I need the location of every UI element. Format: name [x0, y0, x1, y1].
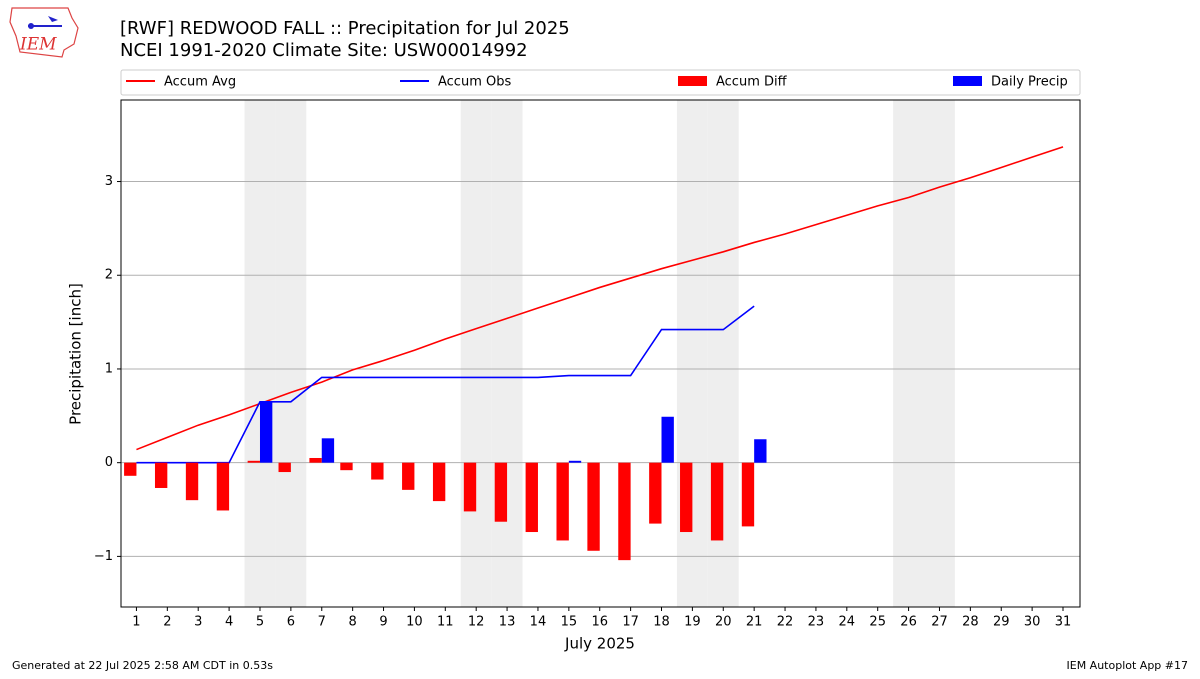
series-line — [136, 146, 1064, 451]
diff-bar — [680, 462, 693, 533]
y-axis-label: Precipitation [inch] — [67, 283, 85, 425]
diff-bar — [154, 462, 168, 488]
legend-label: Accum Diff — [716, 75, 788, 90]
diff-bar — [556, 462, 569, 541]
x-tick-label: 11 — [437, 615, 454, 630]
diff-bar — [587, 462, 600, 551]
weekend-shade — [491, 100, 523, 607]
x-tick-label: 28 — [962, 615, 979, 630]
x-tick-label: 10 — [406, 615, 423, 630]
precip-bar — [259, 401, 273, 463]
footer-right: IEM Autoplot App #17 — [1067, 659, 1189, 672]
x-tick-label: 22 — [777, 615, 794, 630]
x-tick-label: 24 — [839, 615, 856, 630]
precip-bar — [568, 460, 582, 463]
x-tick-label: 7 — [318, 615, 326, 630]
y-tick-label: 2 — [105, 268, 113, 283]
diff-bar — [402, 462, 415, 490]
x-tick-label: 18 — [653, 615, 670, 630]
legend-label: Accum Obs — [438, 75, 511, 90]
diff-bar — [649, 462, 662, 524]
series-line — [136, 305, 755, 464]
diff-bar — [710, 462, 724, 541]
x-tick-label: 12 — [468, 615, 485, 630]
legend-box — [120, 69, 1081, 96]
footer-left: Generated at 22 Jul 2025 2:58 AM CDT in … — [12, 659, 273, 672]
x-tick-label: 13 — [499, 615, 516, 630]
diff-bar — [247, 460, 260, 463]
legend-swatch — [678, 76, 707, 86]
weekend-shade — [924, 100, 955, 607]
precip-bar — [754, 439, 767, 463]
logo-icon — [28, 23, 34, 29]
diff-bar — [340, 462, 353, 471]
diff-bar — [278, 462, 291, 473]
x-tick-label: 27 — [931, 615, 948, 630]
y-tick-label: 3 — [105, 174, 113, 189]
x-tick-label: 4 — [225, 615, 233, 630]
precip-bar — [661, 416, 674, 463]
x-tick-label: 23 — [808, 615, 825, 630]
x-tick-label: 2 — [163, 615, 171, 630]
diff-bar — [216, 462, 230, 511]
diff-bar — [185, 462, 199, 501]
logo: IEM — [9, 7, 79, 58]
x-tick-label: 20 — [715, 615, 732, 630]
x-tick-label: 8 — [349, 615, 357, 630]
x-tick-label: 25 — [869, 615, 886, 630]
logo-text: IEM — [19, 35, 57, 55]
x-tick-label: 21 — [746, 615, 763, 630]
x-tick-label: 19 — [684, 615, 701, 630]
y-tick-label: 1 — [105, 361, 113, 376]
x-axis-label: July 2025 — [564, 635, 635, 653]
logo-outline — [9, 7, 79, 58]
y-tick-label: −1 — [94, 549, 113, 564]
weekend-shade — [275, 100, 307, 607]
x-tick-label: 3 — [194, 615, 202, 630]
precip-bar — [321, 438, 335, 463]
x-tick-label: 9 — [379, 615, 387, 630]
x-tick-label: 6 — [287, 615, 295, 630]
diff-bar — [309, 457, 322, 463]
x-tick-label: 30 — [1024, 615, 1041, 630]
x-tick-label: 1 — [132, 615, 140, 630]
legend-label: Accum Avg — [164, 75, 236, 90]
diff-bar — [618, 462, 631, 561]
logo-icon — [48, 16, 58, 22]
diff-bar — [525, 462, 538, 533]
diff-bar — [463, 462, 477, 512]
diff-bar — [432, 462, 446, 502]
y-tick-label: 0 — [105, 455, 113, 470]
x-tick-label: 16 — [591, 615, 608, 630]
diff-bar — [741, 462, 755, 527]
x-tick-label: 14 — [530, 615, 547, 630]
legend-label: Daily Precip — [991, 75, 1068, 90]
x-tick-label: 17 — [622, 615, 639, 630]
x-tick-label: 5 — [256, 615, 264, 630]
x-tick-label: 15 — [561, 615, 578, 630]
x-tick-label: 31 — [1055, 615, 1072, 630]
chart-title: [RWF] REDWOOD FALL :: Precipitation for … — [120, 18, 570, 39]
diff-bar — [124, 462, 137, 476]
x-tick-label: 26 — [900, 615, 917, 630]
legend-swatch — [953, 76, 982, 86]
x-tick-label: 29 — [993, 615, 1010, 630]
weekend-shade — [244, 100, 276, 607]
diff-bar — [371, 462, 384, 480]
chart-subtitle: NCEI 1991-2020 Climate Site: USW00014992 — [120, 40, 528, 61]
diff-bar — [494, 462, 508, 522]
weekend-shade — [893, 100, 925, 607]
plot-frame — [120, 99, 1081, 608]
weekend-shade — [460, 100, 492, 607]
